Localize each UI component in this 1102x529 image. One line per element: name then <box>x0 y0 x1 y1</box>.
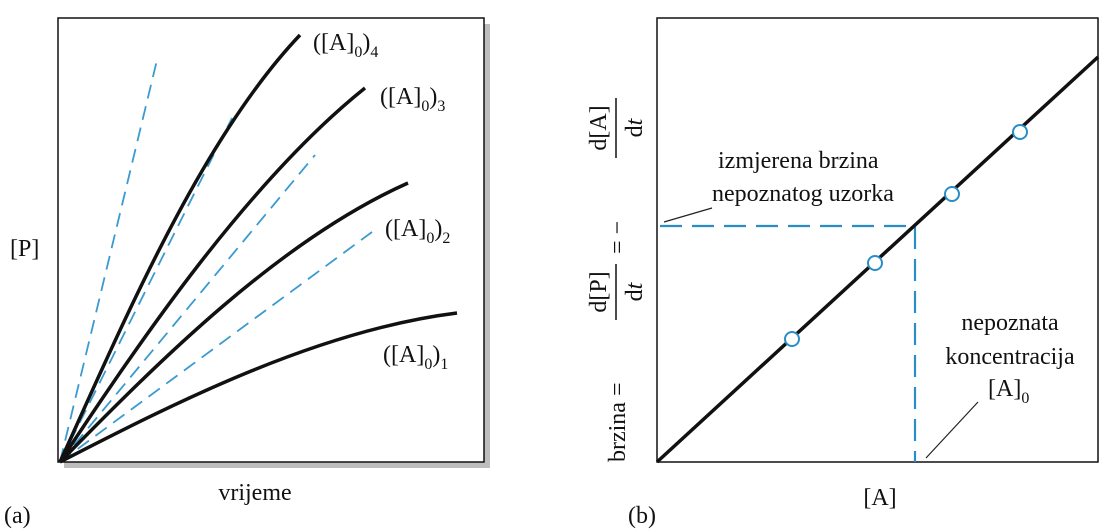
x-label: [A] <box>863 485 896 511</box>
leader <box>663 207 713 223</box>
denominator: dt <box>622 281 648 301</box>
equals: = − <box>605 221 631 254</box>
annotation: nepoznata <box>961 310 1059 336</box>
x-label: vrijeme <box>218 480 291 506</box>
curve-label: ([A]0)3 <box>380 84 445 115</box>
annotation: koncentracija <box>945 344 1075 370</box>
panel-tag: (b) <box>628 503 656 529</box>
y-label: brzina = d[P] dt = − d[A] dt <box>586 98 648 462</box>
curve-label: ([A]0)2 <box>385 216 450 247</box>
annotation: [A]0 <box>988 376 1029 407</box>
annotation: nepoznatog uzorka <box>712 181 894 207</box>
denominator: dt <box>622 117 648 137</box>
numerator: d[A] <box>586 105 612 150</box>
tangents <box>59 59 373 463</box>
y-label-word: brzina = <box>605 383 631 463</box>
panel-tag: (a) <box>4 503 31 529</box>
annotation: izmjerena brzina <box>718 148 879 174</box>
numerator: d[P] <box>586 271 612 312</box>
curves <box>58 33 458 464</box>
y-label: [P] <box>10 236 39 262</box>
frame <box>57 17 485 463</box>
leader <box>925 401 979 459</box>
curve-label: ([A]0)1 <box>383 342 448 373</box>
guide-lines <box>660 224 917 462</box>
frame <box>656 17 1099 463</box>
curve-label: ([A]0)4 <box>313 30 378 61</box>
points <box>784 124 1028 347</box>
